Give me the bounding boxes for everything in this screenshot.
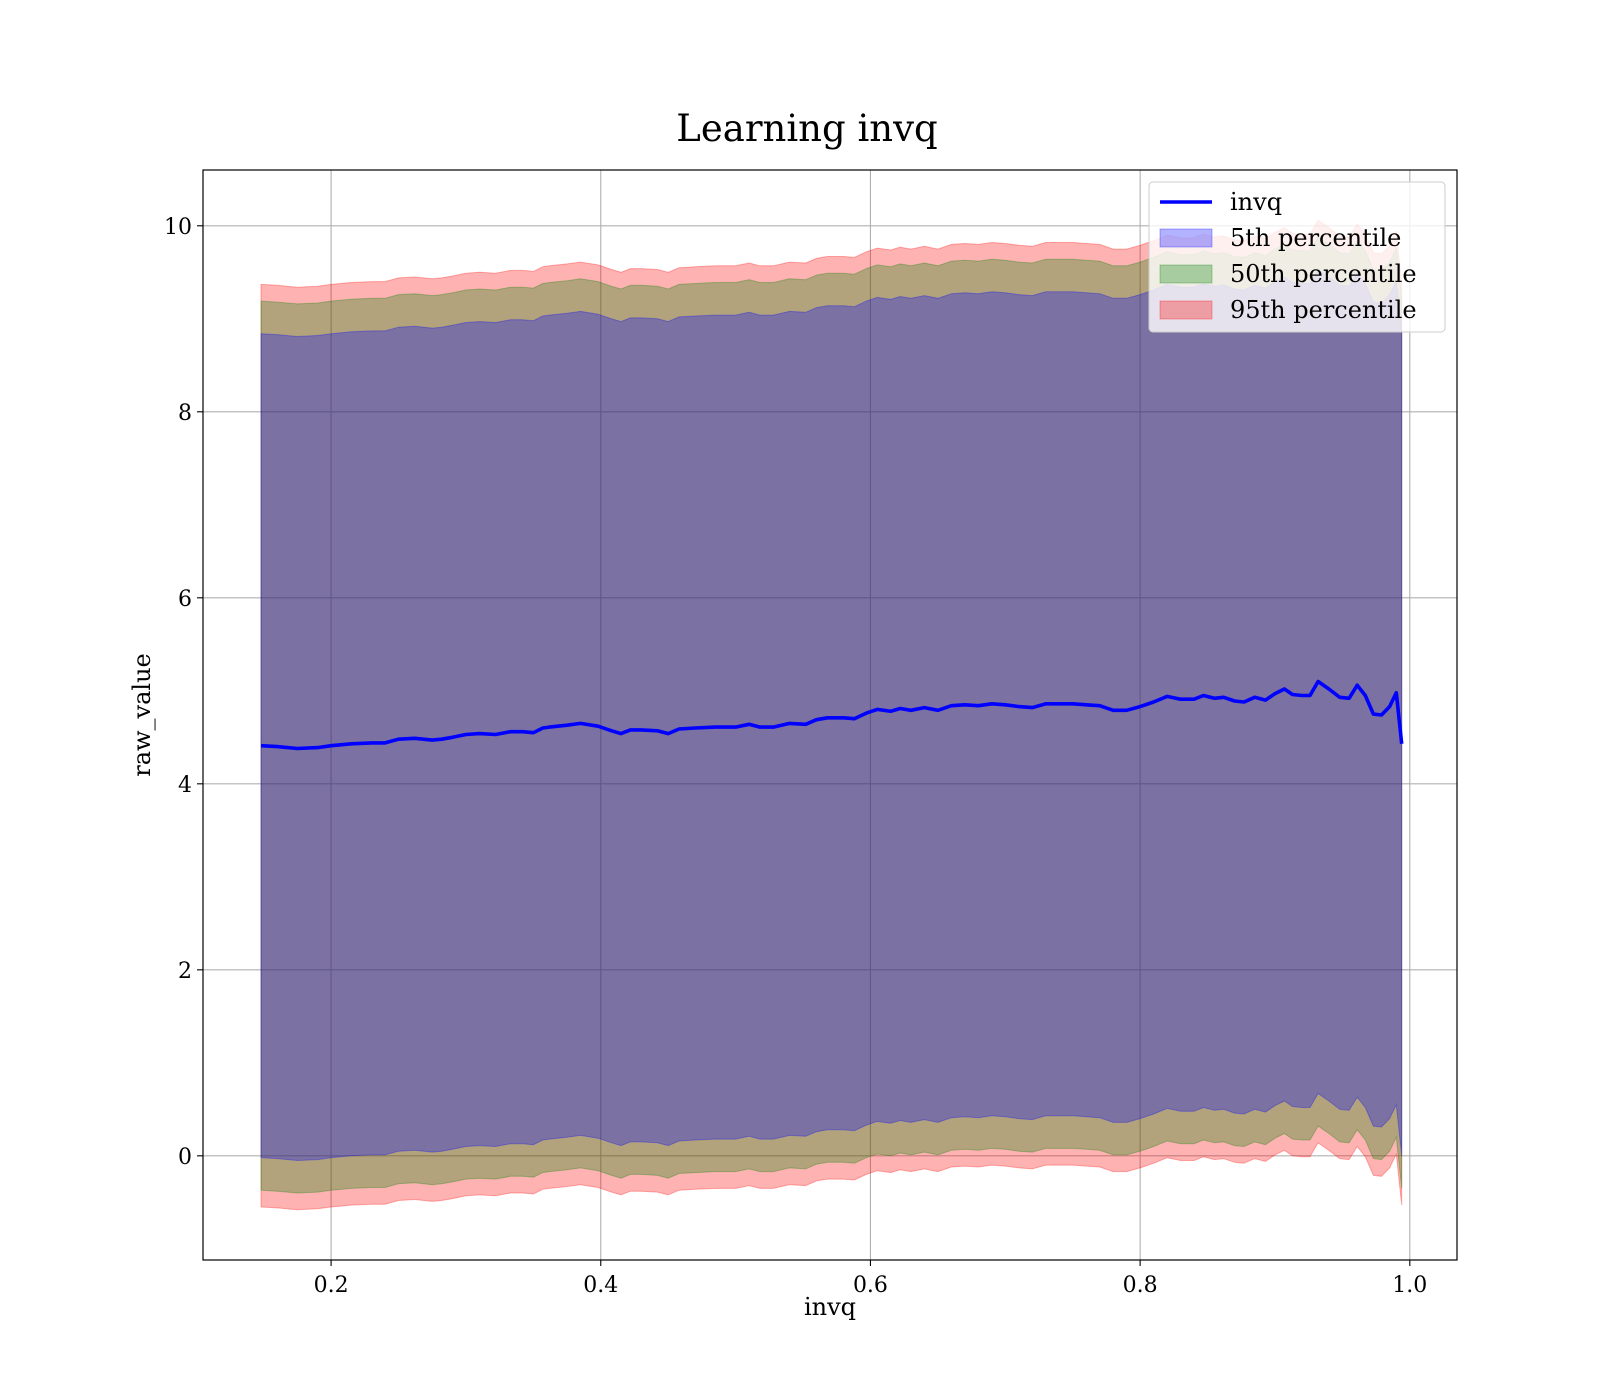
x-tick-label: 0.2 [314, 1273, 349, 1298]
y-tick-label: 2 [178, 959, 192, 984]
band-5th-percentile [260, 268, 1403, 1162]
axis-ticks: 0.2 0.4 0.6 0.8 1.0 0 2 4 6 8 10 [164, 215, 1427, 1298]
x-tick-label: 0.4 [583, 1273, 618, 1298]
y-axis-label: raw_value [128, 653, 156, 777]
legend-label-95th-percentile: 95th percentile [1230, 296, 1417, 324]
y-tick-label: 6 [178, 587, 192, 612]
x-axis-label: invq [804, 1293, 856, 1321]
x-tick-label: 0.8 [1123, 1273, 1158, 1298]
percentile-bands [260, 219, 1403, 1211]
band-50th-percentile [260, 236, 1403, 1194]
series-lines [260, 679, 1404, 751]
legend-label-5th-percentile: 5th percentile [1230, 224, 1401, 252]
y-tick-label: 0 [178, 1145, 192, 1170]
legend: invq 5th percentile 50th percentile 95th pe… [1148, 181, 1446, 333]
legend-label-50th-percentile: 50th percentile [1230, 260, 1417, 288]
plot-area-frame [202, 169, 1458, 1261]
y-tick-label: 10 [164, 215, 192, 240]
x-tick-label: 1.0 [1392, 1273, 1427, 1298]
y-tick-label: 4 [178, 773, 192, 798]
series-line-invq [260, 679, 1404, 751]
legend-swatch-50th-percentile [1159, 264, 1213, 284]
legend-label-invq: invq [1230, 188, 1282, 216]
y-tick-label: 8 [178, 401, 192, 426]
chart-title: Learning invq [676, 107, 937, 150]
band-95th-percentile [260, 219, 1403, 1211]
legend-swatch-95th-percentile [1159, 300, 1213, 320]
legend-swatch-5th-percentile [1159, 228, 1213, 248]
legend-box [1148, 181, 1446, 333]
x-tick-label: 0.6 [853, 1273, 888, 1298]
